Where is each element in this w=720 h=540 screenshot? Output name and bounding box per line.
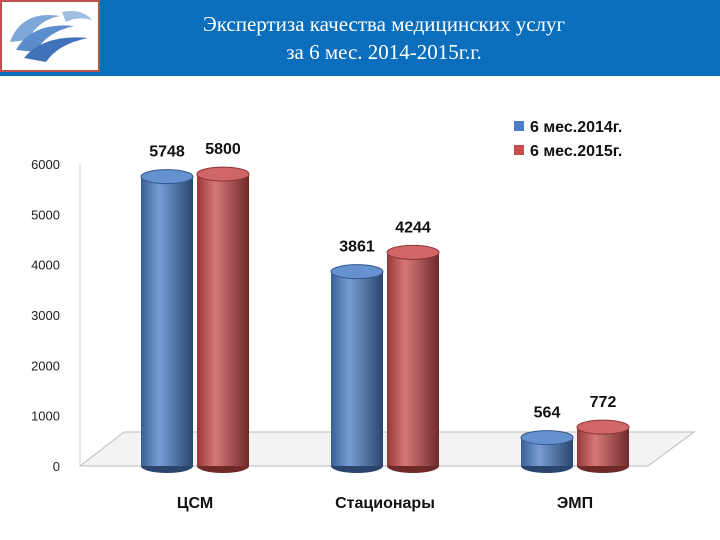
bar-chart: 0 1000 2000 3000 4000 5000 6000 5748 5800 3861 42… <box>31 119 696 512</box>
bar-series1-0 <box>140 169 194 473</box>
legend-swatch <box>514 121 524 131</box>
category-label: Стационары <box>335 495 435 512</box>
page-title: Экспертиза качества медицинских услуг за… <box>104 10 664 66</box>
y-tick-label: 4000 <box>31 258 60 273</box>
y-tick-label: 0 <box>53 459 60 474</box>
title-line-1: Экспертиза качества медицинских услуг <box>202 12 566 36</box>
data-label: 4244 <box>395 219 431 236</box>
header-bar: Экспертиза качества медицинских услуг за… <box>0 0 720 76</box>
logo <box>0 0 100 72</box>
chart-bars <box>140 166 630 473</box>
bar-series2-1 <box>386 244 440 473</box>
legend: 6 мес.2014г. 6 мес.2015г. <box>514 119 622 160</box>
y-tick-label: 1000 <box>31 409 60 424</box>
y-tick-label: 6000 <box>31 157 60 172</box>
data-label: 5800 <box>205 141 241 158</box>
data-label: 772 <box>590 394 617 411</box>
title-line-2: за 6 мес. 2014-2015г.г. <box>286 40 482 64</box>
bar-series1-1 <box>330 264 384 473</box>
category-label: ЦСМ <box>177 495 213 512</box>
y-axis: 0 1000 2000 3000 4000 5000 6000 <box>31 157 60 474</box>
category-labels: ЦСМ Стационары ЭМП <box>177 495 593 512</box>
bar-series2-2 <box>576 419 630 473</box>
bar-series1-2 <box>520 430 574 473</box>
swirl-logo-icon <box>10 11 92 62</box>
legend-label: 6 мес.2014г. <box>530 119 622 136</box>
data-label: 5748 <box>149 144 185 161</box>
legend-swatch <box>514 145 524 155</box>
category-label: ЭМП <box>557 495 593 512</box>
data-label: 564 <box>534 405 561 422</box>
legend-label: 6 мес.2015г. <box>530 143 622 160</box>
data-labels: 5748 5800 3861 4244 564 772 <box>149 141 616 422</box>
bar-series2-0 <box>196 166 250 473</box>
data-label: 3861 <box>339 239 375 256</box>
y-tick-label: 5000 <box>31 207 60 222</box>
y-tick-label: 3000 <box>31 308 60 323</box>
y-tick-label: 2000 <box>31 358 60 373</box>
